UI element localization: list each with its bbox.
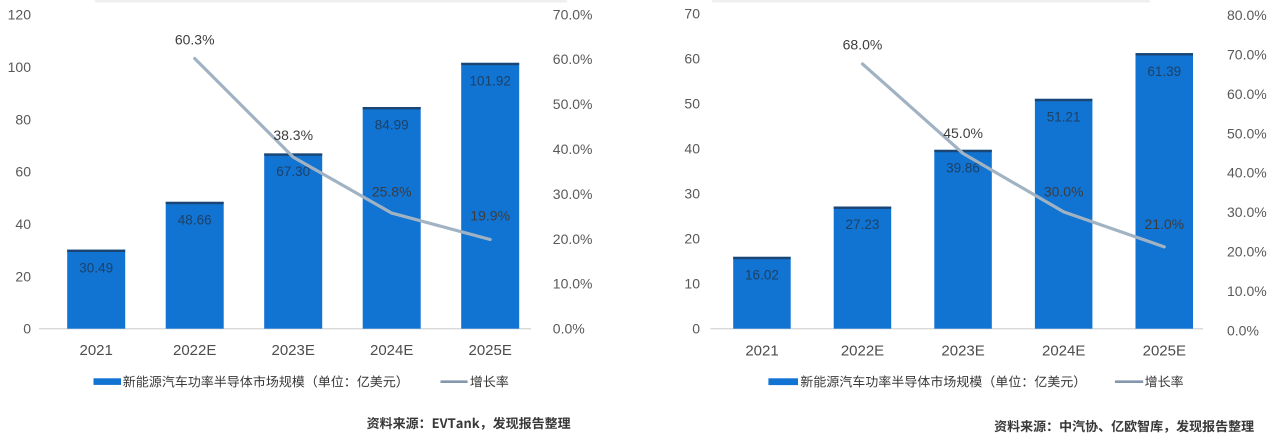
svg-text:61.39: 61.39 [1147, 64, 1181, 79]
svg-text:0.0%: 0.0% [553, 321, 585, 337]
svg-text:10.0%: 10.0% [553, 276, 593, 292]
svg-text:50.0%: 50.0% [553, 96, 593, 112]
svg-text:40: 40 [15, 216, 31, 232]
svg-text:101.92: 101.92 [470, 74, 511, 89]
svg-text:20: 20 [684, 231, 700, 247]
svg-text:120: 120 [8, 7, 32, 23]
svg-text:2021: 2021 [80, 342, 113, 359]
svg-text:27.23: 27.23 [846, 217, 880, 232]
svg-text:20: 20 [15, 268, 31, 284]
svg-text:60.0%: 60.0% [1227, 86, 1267, 102]
svg-text:60.3%: 60.3% [175, 32, 215, 48]
svg-text:60: 60 [15, 164, 31, 180]
svg-text:20.0%: 20.0% [1227, 244, 1267, 260]
svg-text:2023E: 2023E [941, 343, 984, 360]
svg-text:2024E: 2024E [370, 342, 413, 359]
svg-text:2022E: 2022E [841, 343, 884, 360]
svg-text:68.0%: 68.0% [843, 36, 883, 52]
svg-text:20.0%: 20.0% [553, 231, 593, 247]
svg-text:2023E: 2023E [272, 342, 315, 359]
svg-text:38.3%: 38.3% [273, 127, 313, 143]
svg-text:19.9%: 19.9% [470, 208, 510, 224]
svg-text:30.49: 30.49 [79, 260, 113, 275]
svg-text:30: 30 [684, 186, 700, 202]
svg-text:70.0%: 70.0% [553, 6, 593, 22]
svg-text:50.0%: 50.0% [1227, 125, 1267, 141]
svg-text:10: 10 [684, 276, 700, 292]
svg-text:16.02: 16.02 [745, 268, 779, 283]
svg-text:0.0%: 0.0% [1227, 322, 1259, 338]
svg-text:10.0%: 10.0% [1227, 283, 1267, 299]
svg-text:40: 40 [684, 141, 700, 157]
svg-text:30.0%: 30.0% [1044, 183, 1084, 199]
svg-text:70: 70 [684, 6, 700, 22]
svg-text:30.0%: 30.0% [553, 186, 593, 202]
svg-text:40.0%: 40.0% [1227, 165, 1267, 181]
svg-text:80: 80 [15, 111, 31, 127]
svg-text:2025E: 2025E [1143, 343, 1186, 360]
svg-text:2022E: 2022E [173, 342, 216, 359]
svg-text:100: 100 [8, 59, 32, 75]
svg-text:40.0%: 40.0% [553, 141, 593, 157]
svg-text:25.8%: 25.8% [372, 183, 412, 199]
svg-text:70.0%: 70.0% [1227, 47, 1267, 63]
svg-text:2021: 2021 [745, 343, 778, 360]
svg-text:0: 0 [23, 321, 31, 337]
svg-text:80.0%: 80.0% [1227, 7, 1267, 23]
svg-text:60: 60 [684, 51, 700, 67]
svg-text:2025E: 2025E [469, 342, 512, 359]
svg-text:45.0%: 45.0% [943, 125, 983, 141]
svg-text:84.99: 84.99 [375, 118, 409, 133]
svg-text:39.86: 39.86 [946, 161, 980, 176]
svg-text:60.0%: 60.0% [553, 51, 593, 67]
svg-text:0: 0 [692, 321, 700, 337]
svg-text:48.66: 48.66 [178, 213, 212, 228]
svg-text:30.0%: 30.0% [1227, 204, 1267, 220]
svg-text:2024E: 2024E [1042, 343, 1085, 360]
svg-text:67.30: 67.30 [276, 164, 310, 179]
svg-text:51.21: 51.21 [1047, 110, 1081, 125]
svg-text:50: 50 [684, 96, 700, 112]
svg-text:21.0%: 21.0% [1144, 216, 1184, 232]
